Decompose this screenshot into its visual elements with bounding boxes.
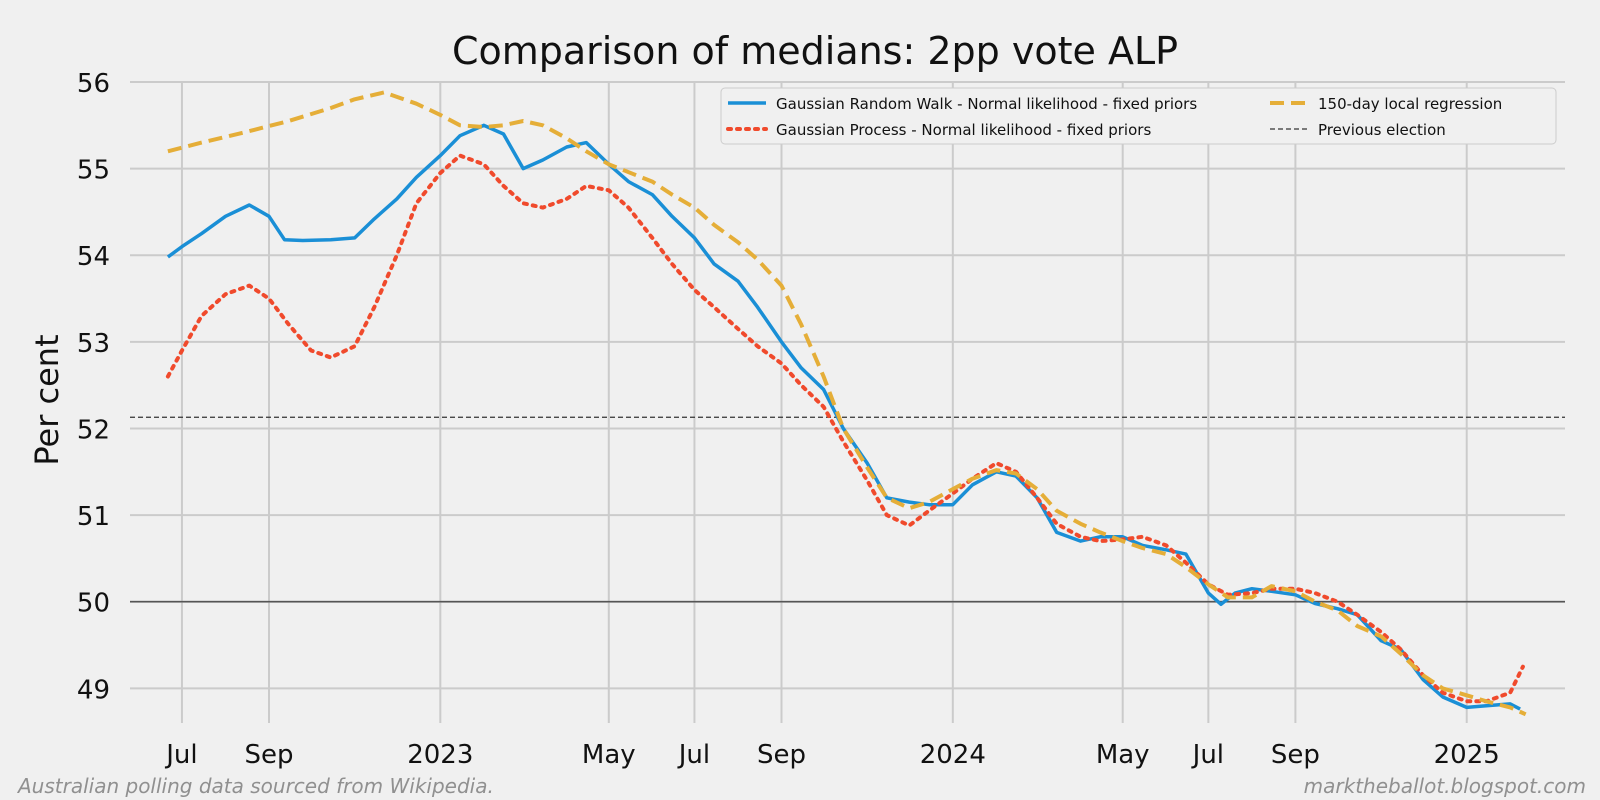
footer-site-credit: marktheballot.blogspot.com [1303, 774, 1586, 798]
series-layer [165, 90, 1527, 717]
x-tick-label: Jul [677, 740, 710, 770]
x-tick-label: Jul [164, 740, 197, 770]
grid [130, 81, 1565, 723]
y-tick-labels: 49 50 51 52 53 54 55 56 [77, 69, 110, 705]
x-tick-label: Sep [757, 740, 806, 770]
local-regression-series-line [167, 90, 1527, 717]
y-axis-label: Per cent [28, 334, 66, 465]
random-walk-series-line [166, 123, 1521, 711]
x-tick-label: 2024 [920, 740, 986, 770]
x-tick-label: May [1096, 740, 1150, 770]
legend-entry-random-walk-label: Gaussian Random Walk - Normal likelihood… [776, 95, 1197, 113]
y-tick-label: 49 [77, 675, 110, 705]
x-tick-label: May [582, 740, 636, 770]
x-tick-label: 2025 [1434, 740, 1500, 770]
y-tick-label: 54 [77, 242, 110, 272]
x-tick-label: 2023 [407, 740, 473, 770]
legend-box [720, 87, 1557, 145]
footer-source-note: Australian polling data sourced from Wik… [18, 774, 494, 798]
legend-entry-local-regression-label: 150-day local regression [1318, 95, 1502, 113]
chart-title: Comparison of medians: 2pp vote ALP [452, 29, 1178, 73]
y-tick-label: 51 [77, 502, 110, 532]
legend-entry-gaussian-process-label: Gaussian Process - Normal likelihood - f… [776, 121, 1151, 139]
y-tick-label: 52 [77, 415, 110, 445]
y-tick-label: 55 [77, 156, 110, 186]
legend: Gaussian Random Walk - Normal likelihood… [720, 87, 1557, 145]
y-tick-label: 53 [77, 329, 110, 359]
x-tick-label: Sep [1271, 740, 1320, 770]
x-tick-label: Jul [1191, 740, 1224, 770]
x-tick-label: Sep [244, 740, 293, 770]
legend-entry-previous-election-label: Previous election [1318, 121, 1446, 139]
y-tick-label: 50 [77, 589, 110, 619]
reference-lines [130, 416, 1565, 603]
y-tick-label: 56 [77, 69, 110, 99]
gaussian-process-series-line [165, 153, 1525, 704]
x-tick-labels: Jul Sep 2023 May Jul Sep 2024 May Jul Sep 2025 [164, 740, 1500, 770]
